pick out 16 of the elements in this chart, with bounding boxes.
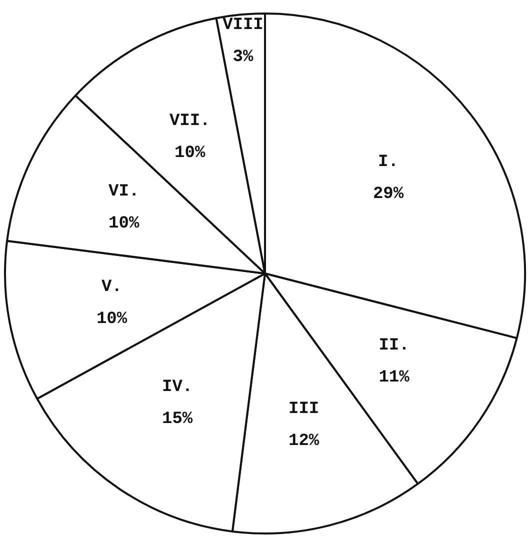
slice-label: II. — [378, 336, 410, 356]
slice-label: V. — [102, 278, 122, 298]
data-label: 3% — [232, 48, 254, 67]
slice-label: IV. — [162, 378, 193, 397]
slice-label: VII. — [169, 112, 210, 132]
data-label: 10% — [96, 310, 128, 330]
data-label: 11% — [378, 368, 410, 388]
slice-label: III — [288, 400, 320, 419]
data-label: 10% — [174, 144, 206, 164]
data-label: 15% — [162, 410, 194, 429]
slice-label: VI. — [108, 182, 140, 202]
slice-label: VIII — [222, 16, 264, 35]
slice-label: I. — [378, 153, 398, 172]
data-label: 29% — [372, 185, 404, 204]
data-label: 10% — [108, 214, 140, 234]
data-label: 12% — [288, 432, 320, 451]
